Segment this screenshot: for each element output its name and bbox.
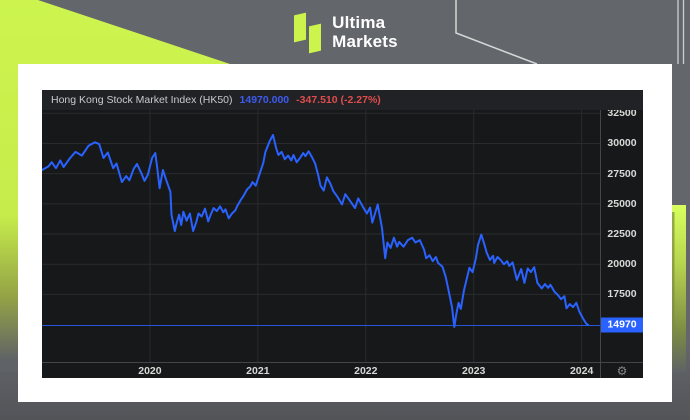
- gear-icon[interactable]: ⚙: [616, 363, 628, 378]
- price-series-chart: [42, 90, 600, 362]
- current-price-badge: 14970: [601, 317, 643, 333]
- x-axis-label: 2024: [569, 365, 594, 377]
- chart-titlebar: Hong Kong Stock Market Index (HK50) 1497…: [42, 90, 643, 110]
- series-line: [42, 134, 590, 328]
- brand-logo: Ultima Markets: [0, 0, 690, 64]
- y-axis-label: 32500: [607, 107, 637, 120]
- brand-name: Ultima Markets: [332, 13, 398, 51]
- last-price-value: 14970.000: [239, 94, 290, 106]
- y-axis-label: 20000: [607, 258, 637, 271]
- hexagon-outline-shape: [455, 0, 538, 65]
- x-axis-label: 2022: [354, 365, 378, 377]
- chart-panel: Hong Kong Stock Market Index (HK50) 1497…: [42, 90, 643, 378]
- x-axis-label: 2021: [246, 365, 270, 377]
- y-axis-label: 22500: [607, 228, 637, 241]
- plot-area[interactable]: [42, 90, 600, 362]
- brand-name-line2: Markets: [332, 32, 398, 51]
- ultima-markets-logo-icon: [292, 10, 322, 54]
- x-axis-scale[interactable]: 2020 2021 2022 2023 2024: [42, 362, 600, 378]
- brand-name-line1: Ultima: [332, 13, 386, 32]
- x-axis-label: 2020: [138, 365, 162, 377]
- current-price-line: [42, 324, 600, 326]
- chart-title: Hong Kong Stock Market Index (HK50): [51, 94, 233, 106]
- chart-card: Hong Kong Stock Market Index (HK50) 1497…: [18, 64, 672, 402]
- x-axis-label: 2023: [462, 365, 486, 377]
- lime-ribbon-shape: [672, 205, 686, 373]
- lime-triangle-shape: [0, 0, 230, 372]
- y-axis-label: 17500: [607, 288, 637, 301]
- price-change-value: -347.510 (-2.27%): [296, 94, 381, 106]
- y-axis-scale[interactable]: 32500 30000 27500 25000 22500 20000 17500 14970: [600, 90, 643, 362]
- y-axis-label: 27500: [607, 167, 637, 180]
- y-axis-label: 25000: [607, 197, 637, 210]
- y-axis-label: 30000: [607, 137, 637, 150]
- axis-corner: ⚙: [600, 362, 643, 378]
